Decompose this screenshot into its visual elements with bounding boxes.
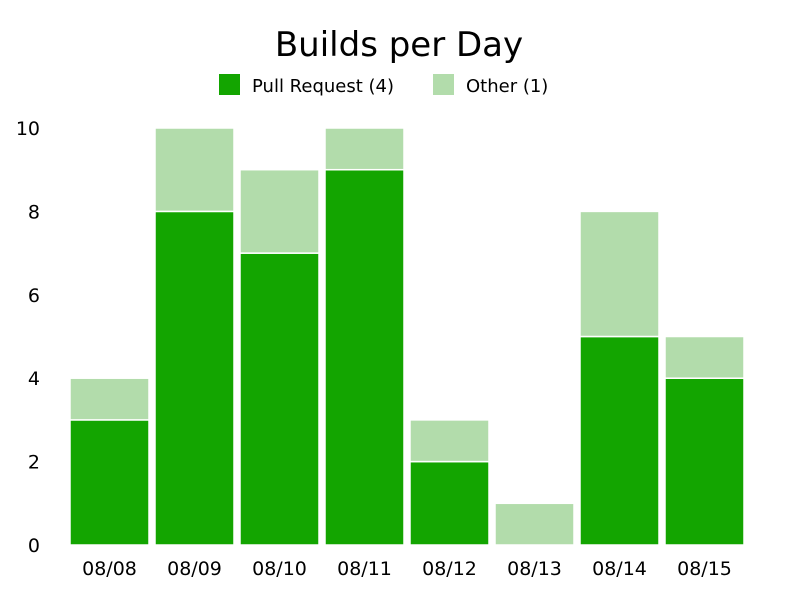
x-tick-label: 08/09 bbox=[167, 558, 222, 580]
x-axis: 08/08 08/09 08/10 08/11 08/12 08/13 08/14 08/15 bbox=[82, 558, 732, 580]
y-tick-label: 0 bbox=[28, 535, 40, 557]
y-axis: 0 2 4 6 8 10 bbox=[16, 118, 40, 557]
bar-segment-other bbox=[324, 127, 405, 171]
legend-label-pull-request: Pull Request (4) bbox=[252, 76, 394, 97]
legend-swatch-pull-request bbox=[219, 74, 240, 95]
bar-segment-pull-request bbox=[154, 210, 235, 546]
y-tick-label: 10 bbox=[16, 118, 40, 140]
y-tick-label: 2 bbox=[28, 452, 40, 474]
bar-segment-pull-request bbox=[409, 460, 490, 546]
bar-segment-pull-request bbox=[69, 419, 150, 546]
bars bbox=[69, 127, 745, 546]
legend-label-other: Other (1) bbox=[466, 76, 548, 97]
x-tick-label: 08/12 bbox=[422, 558, 477, 580]
chart-title: Builds per Day bbox=[275, 25, 523, 65]
x-tick-label: 08/10 bbox=[252, 558, 307, 580]
y-tick-label: 6 bbox=[28, 285, 40, 307]
x-tick-label: 08/15 bbox=[677, 558, 732, 580]
bar-segment-other bbox=[494, 502, 575, 546]
y-tick-label: 4 bbox=[28, 368, 40, 390]
legend: Pull Request (4) Other (1) bbox=[219, 74, 548, 97]
bar-segment-pull-request bbox=[239, 252, 320, 546]
bar-segment-other bbox=[409, 419, 490, 463]
bar-segment-other bbox=[664, 335, 745, 379]
bar-segment-other bbox=[579, 210, 660, 338]
y-tick-label: 8 bbox=[28, 201, 40, 223]
x-tick-label: 08/11 bbox=[337, 558, 392, 580]
bar-segment-other bbox=[154, 127, 235, 213]
x-tick-label: 08/08 bbox=[82, 558, 137, 580]
legend-swatch-other bbox=[433, 74, 454, 95]
bar-segment-other bbox=[239, 168, 320, 254]
x-tick-label: 08/13 bbox=[507, 558, 562, 580]
bar-segment-pull-request bbox=[579, 335, 660, 546]
bar-segment-pull-request bbox=[324, 168, 405, 546]
x-tick-label: 08/14 bbox=[592, 558, 647, 580]
bar-segment-other bbox=[69, 377, 150, 421]
bar-segment-pull-request bbox=[664, 377, 745, 546]
